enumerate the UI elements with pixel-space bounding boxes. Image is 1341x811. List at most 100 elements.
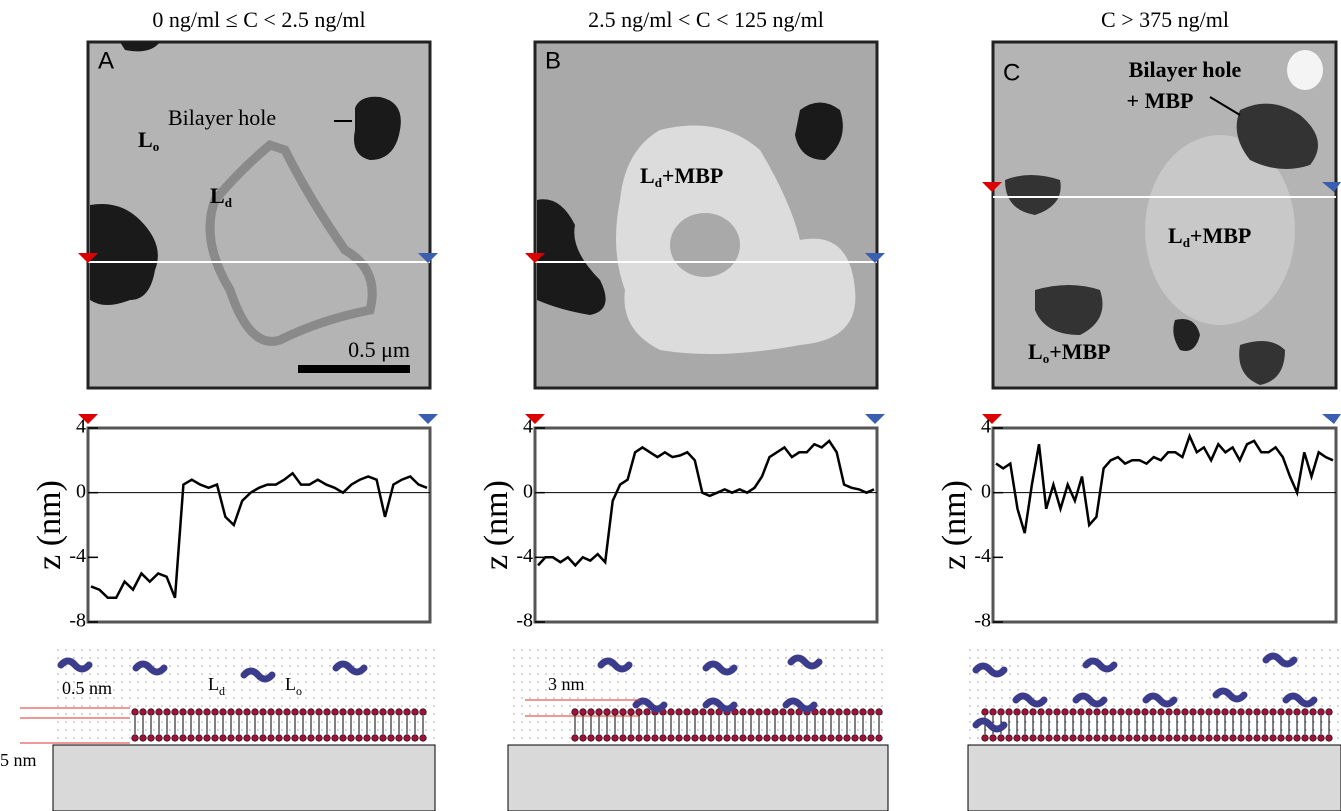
- lipid-head: [571, 734, 579, 742]
- lipid-head: [627, 734, 635, 742]
- lipid-head: [187, 708, 195, 716]
- lipid-head: [747, 734, 755, 742]
- lipid-head: [1013, 734, 1021, 742]
- lipid-head: [859, 708, 867, 716]
- lipid-head: [1285, 734, 1293, 742]
- lipid-head: [371, 734, 379, 742]
- lipid-head: [251, 708, 259, 716]
- lipid-head: [227, 708, 235, 716]
- lipid-head: [619, 734, 627, 742]
- lipid-head: [1317, 734, 1325, 742]
- lipid-head: [363, 708, 371, 716]
- lipid-head: [1197, 708, 1205, 716]
- lipid-head: [251, 734, 259, 742]
- lipid-head: [683, 734, 691, 742]
- solution: [508, 645, 888, 745]
- lipid-head: [651, 734, 659, 742]
- lipid-head: [347, 708, 355, 716]
- lipid-head: [1093, 734, 1101, 742]
- lipid-head: [1205, 734, 1213, 742]
- lipid-head: [299, 708, 307, 716]
- lipid-head: [731, 734, 739, 742]
- lipid-head: [835, 734, 843, 742]
- lipid-head: [147, 734, 155, 742]
- lipid-head: [1141, 734, 1149, 742]
- protein: [1072, 692, 1108, 708]
- label-sub: d: [1183, 235, 1191, 250]
- lipid-head: [747, 708, 755, 716]
- lipid-head: [619, 708, 627, 716]
- lipid-head: [579, 734, 587, 742]
- lipid-head: [675, 734, 683, 742]
- lipid-head: [1029, 734, 1037, 742]
- afm-image-b: [533, 40, 879, 390]
- lipid-head: [155, 708, 163, 716]
- lipid-head: [707, 734, 715, 742]
- lipid-head: [1261, 734, 1269, 742]
- y-axis-label: z (nm): [478, 480, 515, 570]
- lipid-head: [195, 708, 203, 716]
- lipid-head: [587, 708, 595, 716]
- lipid-head: [819, 708, 827, 716]
- lipid-head: [259, 708, 267, 716]
- lipid-head: [1269, 734, 1277, 742]
- label-base: L: [1168, 223, 1183, 248]
- lipid-head: [1133, 708, 1141, 716]
- lipid-head: [179, 734, 187, 742]
- profile-line: [995, 432, 1334, 534]
- lipid-head: [1157, 734, 1165, 742]
- lipid-head: [1125, 708, 1133, 716]
- lipid-head: [331, 734, 339, 742]
- lipid-head: [267, 708, 275, 716]
- panel-letter: C: [1003, 59, 1020, 86]
- lipid-head: [989, 708, 997, 716]
- lipid-head: [763, 708, 771, 716]
- lipid-head: [155, 734, 163, 742]
- lipid-head: [1245, 734, 1253, 742]
- lipid-head: [395, 734, 403, 742]
- lipid-head: [843, 708, 851, 716]
- y-tick-label: -8: [516, 610, 533, 632]
- lipid-head: [363, 734, 371, 742]
- lipid-head: [1109, 734, 1117, 742]
- schematic-label: 5 nm: [0, 750, 37, 770]
- lipid-head: [755, 708, 763, 716]
- lipid-head: [1221, 708, 1229, 716]
- lipid-head: [299, 734, 307, 742]
- lipid-head: [1213, 708, 1221, 716]
- lipid-head: [1189, 708, 1197, 716]
- lipid-head: [171, 734, 179, 742]
- lipid-head: [579, 708, 587, 716]
- protein: [1262, 652, 1298, 668]
- substrate: [52, 744, 436, 811]
- lipid-head: [843, 734, 851, 742]
- lipid-head: [667, 708, 675, 716]
- lipid-head: [1101, 708, 1109, 716]
- lipid-head: [659, 734, 667, 742]
- y-tick-label: -8: [69, 610, 86, 632]
- lipid-head: [795, 734, 803, 742]
- lipid-head: [1125, 734, 1133, 742]
- lipid-head: [867, 734, 875, 742]
- lipid-head: [763, 734, 771, 742]
- label-base: L: [138, 127, 153, 152]
- lipid-head: [1205, 708, 1213, 716]
- lipid-head: [851, 708, 859, 716]
- y-axis-label: z (nm): [31, 480, 68, 570]
- lipid-head: [587, 734, 595, 742]
- lipid-head: [131, 734, 139, 742]
- image-label: + MBP: [1127, 88, 1194, 113]
- lipid-head: [283, 708, 291, 716]
- lipid-head: [779, 708, 787, 716]
- lipid-head: [387, 734, 395, 742]
- lipid-head: [715, 734, 723, 742]
- lipid-head: [291, 734, 299, 742]
- protein: [702, 697, 738, 713]
- protein: [1282, 692, 1318, 708]
- lipid-head: [739, 708, 747, 716]
- protein: [632, 697, 668, 713]
- lipid-head: [1005, 734, 1013, 742]
- lipid-head: [355, 734, 363, 742]
- lipid-head: [1221, 734, 1229, 742]
- lipid-head: [1309, 708, 1317, 716]
